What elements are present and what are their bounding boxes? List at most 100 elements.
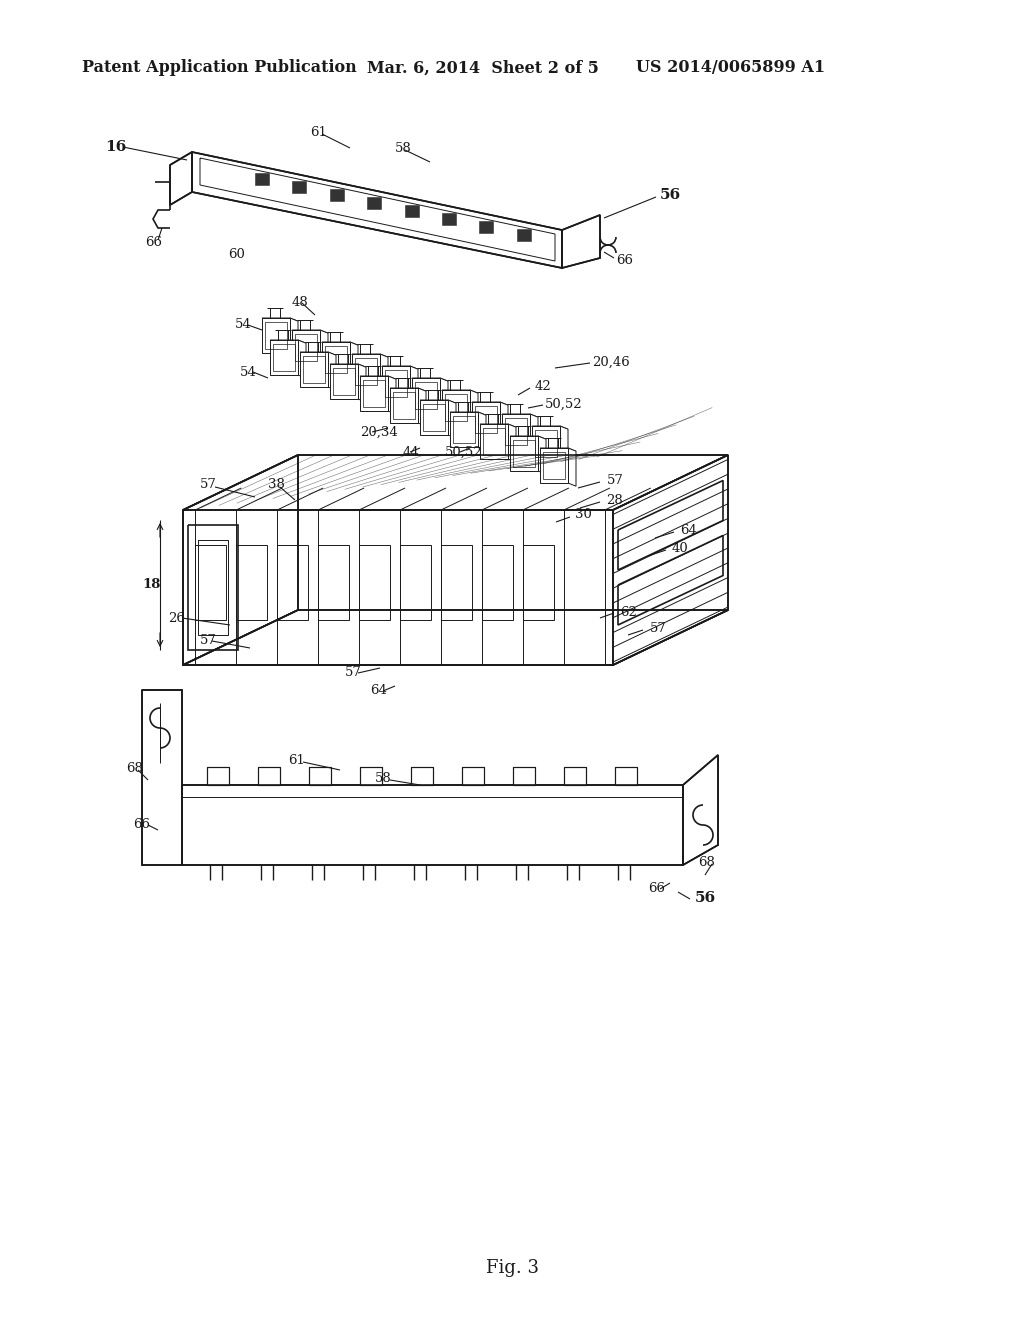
Polygon shape bbox=[450, 412, 486, 416]
Text: Fig. 3: Fig. 3 bbox=[485, 1259, 539, 1276]
Polygon shape bbox=[258, 767, 280, 785]
Text: 66: 66 bbox=[616, 253, 633, 267]
Text: 61: 61 bbox=[288, 754, 305, 767]
Text: 44: 44 bbox=[403, 446, 420, 458]
Text: 28: 28 bbox=[606, 494, 623, 507]
Polygon shape bbox=[330, 364, 366, 367]
Text: 62: 62 bbox=[620, 606, 637, 619]
Polygon shape bbox=[193, 152, 562, 268]
Polygon shape bbox=[450, 412, 478, 447]
Text: 20,34: 20,34 bbox=[360, 425, 397, 438]
Polygon shape bbox=[472, 403, 508, 405]
Text: 57: 57 bbox=[345, 665, 361, 678]
Polygon shape bbox=[182, 785, 683, 865]
Polygon shape bbox=[330, 189, 344, 201]
Text: 57: 57 bbox=[607, 474, 624, 487]
Polygon shape bbox=[502, 414, 530, 449]
Polygon shape bbox=[183, 610, 728, 665]
Polygon shape bbox=[480, 424, 516, 428]
Polygon shape bbox=[322, 342, 358, 346]
Polygon shape bbox=[420, 400, 456, 403]
Text: 56: 56 bbox=[660, 187, 681, 202]
Polygon shape bbox=[530, 414, 538, 453]
Polygon shape bbox=[183, 455, 728, 510]
Polygon shape bbox=[502, 414, 538, 417]
Text: 64: 64 bbox=[680, 524, 697, 536]
Polygon shape bbox=[255, 173, 269, 185]
Polygon shape bbox=[390, 388, 418, 422]
Polygon shape bbox=[207, 767, 229, 785]
Polygon shape bbox=[564, 767, 586, 785]
Polygon shape bbox=[270, 341, 306, 343]
Polygon shape bbox=[472, 403, 500, 437]
Polygon shape bbox=[411, 767, 433, 785]
Polygon shape bbox=[500, 403, 508, 440]
Text: 48: 48 bbox=[292, 296, 309, 309]
Polygon shape bbox=[562, 215, 600, 268]
Polygon shape bbox=[330, 364, 358, 399]
Text: 68: 68 bbox=[698, 857, 715, 870]
Polygon shape bbox=[183, 455, 298, 665]
Polygon shape bbox=[352, 354, 380, 389]
Text: 66: 66 bbox=[133, 818, 150, 832]
Polygon shape bbox=[480, 424, 508, 459]
Polygon shape bbox=[532, 426, 560, 461]
Polygon shape bbox=[410, 366, 418, 404]
Text: 26: 26 bbox=[168, 611, 185, 624]
Polygon shape bbox=[404, 205, 419, 216]
Polygon shape bbox=[382, 366, 410, 401]
Polygon shape bbox=[442, 389, 470, 425]
Text: 18: 18 bbox=[142, 578, 161, 591]
Polygon shape bbox=[170, 152, 193, 205]
Polygon shape bbox=[479, 220, 494, 234]
Text: 58: 58 bbox=[395, 141, 412, 154]
Text: 60: 60 bbox=[228, 248, 245, 261]
Polygon shape bbox=[290, 318, 298, 356]
Polygon shape bbox=[328, 352, 336, 391]
Polygon shape bbox=[183, 510, 613, 665]
Text: 40: 40 bbox=[672, 541, 689, 554]
Text: 42: 42 bbox=[535, 380, 552, 393]
Polygon shape bbox=[142, 690, 182, 865]
Polygon shape bbox=[292, 330, 319, 366]
Polygon shape bbox=[540, 447, 575, 451]
Text: 30: 30 bbox=[575, 508, 592, 521]
Text: Mar. 6, 2014  Sheet 2 of 5: Mar. 6, 2014 Sheet 2 of 5 bbox=[367, 59, 599, 77]
Polygon shape bbox=[380, 354, 388, 392]
Polygon shape bbox=[560, 426, 568, 465]
Polygon shape bbox=[442, 389, 478, 393]
Polygon shape bbox=[300, 352, 328, 387]
Polygon shape bbox=[470, 389, 478, 428]
Polygon shape bbox=[517, 228, 530, 242]
Text: 54: 54 bbox=[240, 366, 257, 379]
Polygon shape bbox=[262, 318, 290, 352]
Polygon shape bbox=[615, 767, 637, 785]
Text: 64: 64 bbox=[370, 684, 387, 697]
Text: 50,52: 50,52 bbox=[545, 397, 583, 411]
Text: 38: 38 bbox=[268, 479, 285, 491]
Polygon shape bbox=[360, 376, 396, 379]
Polygon shape bbox=[513, 767, 535, 785]
Polygon shape bbox=[412, 378, 440, 413]
Polygon shape bbox=[418, 388, 426, 426]
Polygon shape bbox=[508, 424, 516, 462]
Polygon shape bbox=[540, 447, 568, 483]
Polygon shape bbox=[352, 354, 388, 358]
Polygon shape bbox=[360, 767, 382, 785]
Polygon shape bbox=[368, 197, 381, 209]
Polygon shape bbox=[319, 330, 328, 368]
Polygon shape bbox=[300, 352, 336, 355]
Polygon shape bbox=[510, 436, 538, 471]
Text: Patent Application Publication: Patent Application Publication bbox=[82, 59, 356, 77]
Polygon shape bbox=[262, 318, 298, 321]
Polygon shape bbox=[532, 426, 568, 429]
Polygon shape bbox=[298, 341, 306, 379]
Text: 54: 54 bbox=[234, 318, 252, 331]
Polygon shape bbox=[350, 342, 358, 380]
Text: 68: 68 bbox=[126, 762, 143, 775]
Text: 58: 58 bbox=[375, 771, 392, 784]
Text: 16: 16 bbox=[105, 140, 126, 154]
Polygon shape bbox=[420, 400, 449, 436]
Polygon shape bbox=[449, 400, 456, 438]
Polygon shape bbox=[462, 767, 484, 785]
